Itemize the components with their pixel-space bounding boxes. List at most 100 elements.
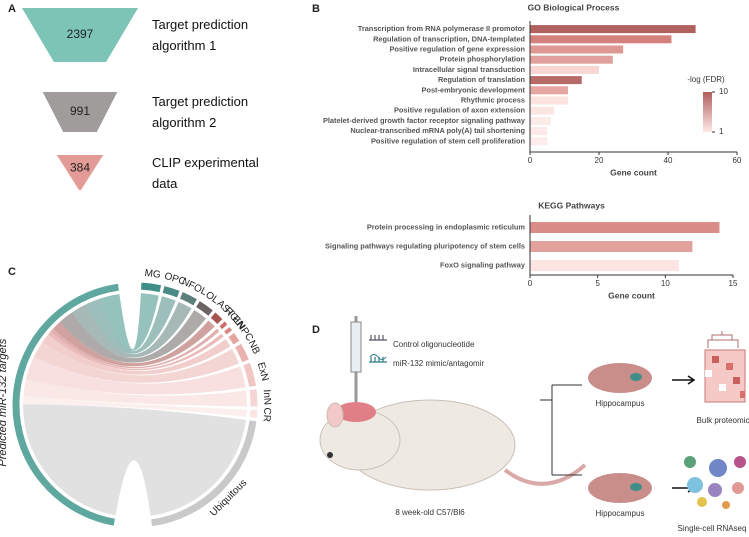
target-label: NB: [246, 339, 262, 357]
chord-ribbon: [25, 357, 246, 395]
treatment-label: miR-132 mimic/antagomir: [393, 359, 484, 368]
bar: [530, 137, 548, 146]
colorbar: [703, 92, 712, 132]
target-label: ExN: [255, 361, 270, 382]
bar: [530, 55, 613, 64]
chord-ribbon: [50, 328, 220, 369]
experiment-diagram: [319, 316, 746, 509]
funnel-value: 2397: [67, 27, 94, 41]
category-label: Nuclear-transcribed mRNA poly(A) tail sh…: [350, 126, 525, 135]
panel-label: A: [8, 3, 16, 15]
bar: [530, 25, 696, 34]
colorbar-title: -log (FDR): [687, 75, 725, 84]
category-label: Positive regulation of axon extension: [394, 106, 525, 115]
bar: [530, 86, 568, 95]
colorbar-tick-label: 1: [719, 127, 724, 136]
target-arc: [228, 332, 240, 345]
chord-ribbon: [42, 334, 231, 375]
funnel-label: Target prediction algorithm 1: [152, 17, 249, 53]
bar: [530, 222, 720, 233]
region-label: Hippocampus: [596, 509, 645, 518]
funnel-step: [56, 155, 104, 190]
chart-title: KEGG Pathways: [538, 200, 605, 210]
target-arc: [243, 362, 256, 387]
x-axis-label: Gene count: [610, 167, 657, 177]
bar: [530, 96, 568, 105]
source-arc: [12, 283, 119, 526]
target-label: CR: [260, 407, 272, 422]
x-tick-label: 5: [595, 279, 600, 288]
target-arc: [249, 389, 258, 407]
output-label: Single-cell RNAseq: [678, 524, 747, 533]
chord-ribbon: [59, 309, 207, 363]
target-arc: [235, 343, 249, 363]
x-tick-label: 20: [595, 156, 604, 165]
bar: [530, 35, 672, 44]
x-tick-label: 0: [528, 156, 533, 165]
chord-ribbon: [53, 320, 215, 367]
category-label: Protein processing in endoplasmic reticu…: [367, 222, 526, 231]
target-arc: [162, 286, 180, 298]
category-label: Regulation of transcription, DNA-templat…: [373, 34, 525, 43]
category-label: Post-embryonic development: [422, 85, 526, 94]
target-arc: [249, 409, 258, 418]
category-label: FoxO signaling pathway: [440, 260, 526, 269]
category-label: Transcription from RNA polymerase II pro…: [358, 24, 525, 33]
category-label: Protein phosphorylation: [440, 55, 526, 64]
chord-ribbon: [85, 296, 176, 354]
x-tick-label: 0: [528, 279, 533, 288]
panel-label: B: [312, 3, 320, 15]
target-arc: [151, 420, 257, 527]
target-arc: [224, 327, 233, 335]
category-label: Regulation of translation: [438, 75, 526, 84]
chart-title: GO Biological Process: [528, 2, 620, 12]
category-label: Positive regulation of gene expression: [389, 44, 525, 53]
x-axis-label: Gene count: [608, 290, 655, 300]
chord-ribbon: [23, 396, 247, 417]
bar: [530, 45, 624, 54]
x-tick-label: 40: [664, 156, 673, 165]
target-arc: [210, 312, 223, 324]
target-arc: [140, 282, 162, 293]
funnel-value: 991: [70, 104, 90, 118]
funnel-step: [22, 8, 138, 62]
source-label: Predicted miR-132 targets: [0, 338, 9, 466]
bar: [530, 76, 582, 85]
category-label: Rhythmic process: [461, 95, 525, 104]
category-label: Signaling pathways regulating pluripoten…: [325, 241, 525, 250]
category-label: Platelet-derived growth factor receptor …: [323, 116, 526, 125]
panel-label: C: [8, 266, 16, 278]
chord-ribbon: [23, 404, 247, 516]
target-label: MG: [144, 268, 162, 281]
bar: [530, 116, 551, 125]
bar: [530, 106, 555, 115]
x-tick-label: 15: [729, 279, 738, 288]
bar: [530, 65, 599, 74]
treatment-label: Control oligonucleotide: [393, 340, 475, 349]
chord-ribbon: [23, 379, 247, 407]
panel-label: D: [312, 324, 320, 336]
region-label: Hippocampus: [596, 399, 645, 408]
chord-ribbon: [33, 342, 239, 383]
funnel-value: 384: [70, 161, 90, 175]
bar: [530, 260, 679, 271]
funnel-step: [42, 92, 118, 132]
bar: [530, 241, 693, 252]
funnel-label: CLIP experimental data: [152, 154, 259, 191]
target-arc: [196, 301, 213, 316]
x-tick-label: 60: [733, 156, 742, 165]
chord-ribbon: [47, 331, 224, 371]
category-label: Intracellular signal transduction: [413, 65, 526, 74]
target-arc: [219, 321, 228, 330]
target-arc: [179, 292, 197, 306]
bar: [530, 127, 548, 136]
target-label: InN: [261, 389, 273, 405]
output-label: Bulk proteomics: [697, 416, 749, 425]
category-label: Positive regulation of stem cell prolife…: [371, 136, 525, 145]
chord-ribbon: [100, 293, 159, 352]
colorbar-tick-label: 10: [719, 87, 728, 96]
funnel-label: Target prediction algorithm 2: [152, 94, 249, 130]
x-tick-label: 10: [661, 279, 670, 288]
